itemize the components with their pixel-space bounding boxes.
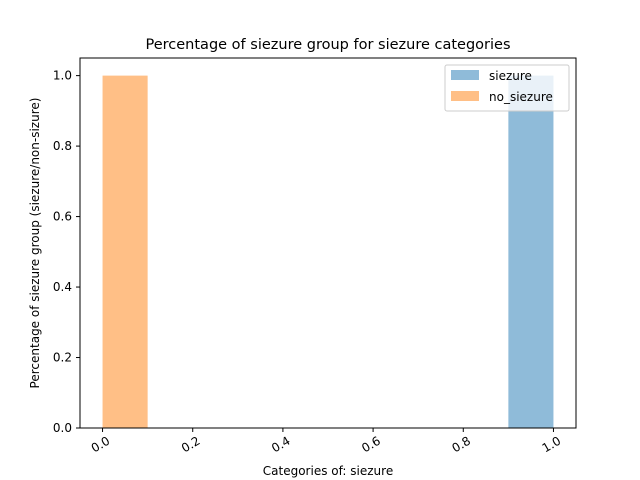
bars-layer	[102, 75, 554, 428]
y-tick-label: 0.2	[53, 351, 72, 365]
legend-swatch-siezure	[451, 70, 479, 80]
x-tick-label: 0.2	[179, 434, 203, 456]
x-axis-label: Categories of: siezure	[263, 464, 393, 478]
y-axis-ticks: 0.0 0.2 0.4 0.6 0.8 1.0	[53, 69, 80, 435]
x-tick-label: 0.8	[450, 434, 474, 456]
legend-label-no_siezure: no_siezure	[489, 90, 553, 104]
legend: siezure no_siezure	[444, 64, 570, 112]
y-tick-label: 1.0	[53, 69, 72, 83]
y-axis-label: Percentage of siezure group (siezure/non…	[28, 98, 42, 389]
bar-siezure-0	[508, 75, 554, 428]
y-tick-label: 0.8	[53, 139, 72, 153]
y-tick-label: 0.4	[53, 280, 72, 294]
y-tick-label: 0.6	[53, 210, 72, 224]
x-axis-ticks: 0.0 0.2 0.4 0.6 0.8 1.0	[89, 428, 563, 455]
x-tick-label: 1.0	[540, 434, 564, 456]
x-tick-label: 0.0	[89, 434, 113, 456]
plot-frame	[79, 57, 577, 429]
x-tick-label: 0.6	[359, 434, 383, 456]
chart-title: Percentage of siezure group for siezure …	[146, 37, 511, 53]
legend-label-siezure: siezure	[489, 69, 532, 83]
y-tick-label: 0.0	[53, 421, 72, 435]
legend-swatch-no_siezure	[451, 91, 479, 101]
bar-no_siezure-0	[102, 75, 148, 428]
x-tick-label: 0.4	[269, 434, 293, 456]
